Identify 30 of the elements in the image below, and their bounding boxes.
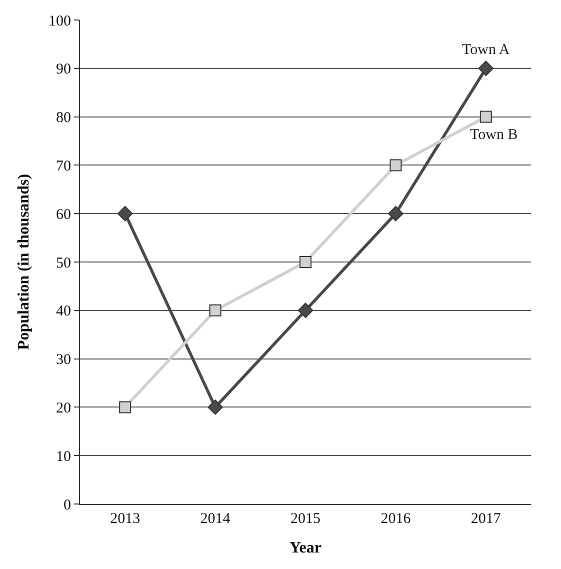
y-tick-label: 20 [56,400,71,416]
y-tick-label: 60 [56,206,71,223]
x-tick-label: 2014 [200,511,231,527]
point [119,401,132,414]
y-tick-label: 0 [64,497,71,514]
y-tick-label: 90 [56,62,71,78]
series-label: Town A [462,42,510,58]
point [390,159,402,172]
point [208,400,223,415]
x-tick-label: 2016 [380,511,412,527]
y-tick-label: 40 [56,304,71,320]
series-label: Town B [470,127,518,143]
point [300,256,312,268]
x-tick-label: 2015 [290,511,320,527]
y-tick-label: 30 [56,352,71,368]
y-tick-label: 50 [56,255,71,272]
y-tick-label: 10 [56,448,71,465]
point [480,110,492,123]
point [298,302,314,318]
y-axis-title: Population (in thousands) [15,174,32,350]
y-tick-label: 80 [56,110,71,126]
point [388,206,404,222]
x-tick-label: 2013 [110,511,140,527]
point [209,304,222,316]
y-tick-label: 100 [48,13,71,30]
x-axis-title: Year [290,540,322,557]
y-tick-label: 70 [56,158,71,174]
x-tick-label: 2017 [470,511,502,527]
point [117,206,133,222]
point [478,60,494,76]
